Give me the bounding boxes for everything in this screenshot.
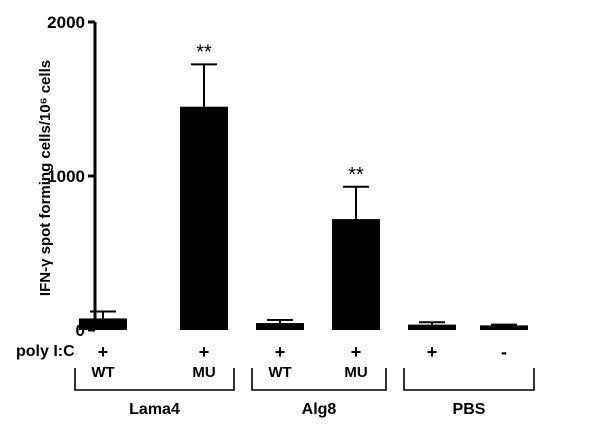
- bar: [79, 318, 127, 330]
- poly-ic-sign: +: [351, 342, 362, 362]
- group-bracket: [74, 368, 235, 391]
- y-tick-label: 0: [76, 321, 85, 340]
- group-bracket: [403, 368, 535, 391]
- group-label: Alg8: [302, 401, 337, 418]
- poly-ic-sign: -: [501, 342, 507, 362]
- poly-ic-sign: +: [199, 342, 210, 362]
- bar: [480, 325, 528, 330]
- bars: ** **: [79, 41, 528, 330]
- sub-label: MU: [192, 364, 215, 381]
- sub-label: WT: [268, 364, 291, 381]
- bar: [180, 106, 228, 330]
- bar: [256, 323, 304, 330]
- poly-ic-sign: +: [427, 342, 438, 362]
- significance-label: **: [196, 41, 212, 63]
- group-bracket: [251, 368, 387, 391]
- significance-label: **: [348, 164, 364, 186]
- poly-ic-sign: +: [275, 342, 286, 362]
- x-axis-labels: + + + + + - WT MU WT MU Lama4 Alg8 PBS: [74, 342, 535, 418]
- bar: [408, 324, 456, 330]
- poly-ic-sign: +: [98, 342, 109, 362]
- y-axis-label: IFN-γ spot forming cells/10⁶ cells: [37, 60, 54, 296]
- group-label: PBS: [453, 401, 486, 418]
- bar: [332, 219, 380, 330]
- sub-label: WT: [91, 364, 114, 381]
- sub-label: MU: [344, 364, 367, 381]
- group-label: Lama4: [129, 401, 180, 418]
- poly-ic-row-label: poly I:C: [16, 343, 75, 360]
- y-tick-label: 2000: [47, 13, 85, 32]
- y-axis: 0 1000 2000: [47, 13, 97, 340]
- y-tick-label: 1000: [47, 167, 85, 186]
